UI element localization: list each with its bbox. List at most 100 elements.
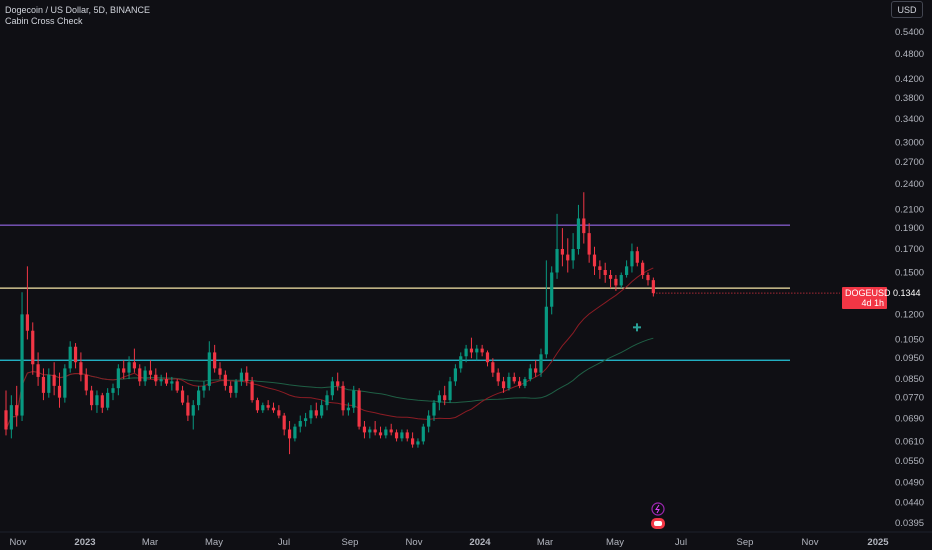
- time-axis-label: 2023: [74, 537, 95, 548]
- candle-body: [592, 254, 597, 267]
- candle-body: [277, 410, 281, 416]
- lightning-bolt-icon: [655, 504, 660, 514]
- candle-body: [453, 368, 457, 382]
- candle-body: [373, 429, 377, 433]
- candle-body: [266, 405, 270, 408]
- candle-body: [587, 233, 591, 255]
- candle-body: [95, 395, 99, 406]
- price-axis-label: 0.0440: [895, 498, 924, 509]
- time-axis-label: Nov: [802, 537, 819, 548]
- candle-body: [651, 280, 655, 294]
- candle-body: [330, 381, 334, 396]
- candle-body: [539, 354, 543, 373]
- candle-body: [213, 352, 217, 369]
- candle-body: [116, 368, 120, 389]
- candle-body: [309, 410, 313, 419]
- candle-body: [218, 368, 222, 375]
- candle-body: [534, 368, 538, 373]
- candle-body: [389, 429, 393, 433]
- candle-body: [491, 362, 495, 373]
- candle-body: [250, 381, 254, 401]
- candle-body: [464, 348, 468, 357]
- candle-body: [550, 272, 554, 307]
- price-axis-label: 0.1700: [895, 244, 924, 255]
- candle-body: [170, 381, 174, 384]
- candle-body: [239, 372, 243, 382]
- symbol-title[interactable]: Dogecoin / US Dollar, 5D, BINANCE: [5, 5, 151, 15]
- candle-body: [357, 390, 361, 427]
- candle-body: [25, 314, 29, 331]
- price-axis-label: 0.3000: [895, 137, 924, 148]
- price-axis-label: 0.3400: [895, 114, 924, 125]
- candle-body: [582, 218, 586, 234]
- price-axis-label: 0.0850: [895, 374, 924, 385]
- chart-legend: Dogecoin / US Dollar, 5D, BINANCE Cabin …: [5, 5, 150, 27]
- candle-body: [352, 390, 356, 408]
- cross-marker-icon: [633, 323, 641, 332]
- candle-body: [346, 407, 350, 411]
- candle-body: [293, 426, 297, 439]
- candle-body: [73, 346, 78, 363]
- candle-body: [336, 381, 340, 386]
- candle-body: [287, 429, 292, 439]
- candle-body: [175, 381, 179, 391]
- candle-body: [68, 346, 72, 369]
- candle-body: [202, 385, 206, 391]
- candle-body: [496, 372, 500, 382]
- candle-body: [154, 374, 158, 382]
- candle-body: [223, 374, 227, 386]
- candle-body: [646, 275, 650, 281]
- price-tag-countdown: 4d 1h: [861, 298, 884, 308]
- candle-body: [341, 385, 345, 411]
- candle-body: [400, 432, 404, 439]
- earnings-event-icon-inner: [654, 521, 662, 526]
- price-tag-symbol: DOGEUSD: [845, 288, 891, 298]
- candle-body: [271, 407, 276, 411]
- candle-body: [122, 368, 126, 373]
- candle-body: [432, 402, 436, 416]
- candle-body: [448, 381, 452, 401]
- candle-body: [469, 348, 474, 353]
- candle-body: [608, 275, 613, 279]
- price-axis-label: 0.4200: [895, 74, 924, 85]
- candle-body: [36, 364, 40, 377]
- price-axis-label: 0.0550: [895, 456, 924, 467]
- candle-body: [566, 254, 570, 261]
- currency-button[interactable]: USD: [891, 1, 923, 18]
- price-axis-label: 0.3800: [895, 93, 924, 104]
- candle-body: [427, 415, 431, 427]
- candle-body: [138, 368, 142, 382]
- candle-body: [384, 429, 388, 436]
- candle-body: [555, 248, 559, 273]
- candle-body: [625, 266, 629, 276]
- candle-body: [512, 376, 516, 382]
- candle-body: [298, 421, 302, 427]
- candle-body: [394, 432, 399, 439]
- candle-body: [164, 379, 169, 384]
- last-price-tag: DOGEUSD 0.1344 4d 1h: [842, 287, 921, 309]
- candle-body: [207, 352, 211, 386]
- price-axis-label: 0.1050: [895, 334, 924, 345]
- candle-body: [619, 275, 623, 286]
- candle-body: [325, 395, 329, 406]
- candle-body: [245, 372, 249, 382]
- candle-body: [111, 388, 115, 393]
- time-axis-label: 2025: [867, 537, 889, 548]
- candle-body: [518, 381, 522, 386]
- candle-body: [4, 410, 8, 430]
- candle-body: [571, 248, 575, 261]
- indicator-name[interactable]: Cabin Cross Check: [5, 16, 83, 26]
- price-axis-label: 0.1900: [895, 223, 924, 234]
- candle-body: [84, 374, 88, 391]
- price-axis-label: 0.2700: [895, 157, 924, 168]
- time-axis-label: Nov: [10, 537, 27, 548]
- candle-body: [314, 410, 318, 416]
- candle-body: [52, 374, 56, 386]
- time-axis-label: 2024: [469, 537, 491, 548]
- candle-body: [576, 218, 581, 249]
- price-axis-label: 0.0610: [895, 436, 924, 447]
- price-axis-label: 0.0770: [895, 393, 924, 404]
- lightning-event-icon: [651, 502, 665, 516]
- candle-body: [485, 352, 490, 363]
